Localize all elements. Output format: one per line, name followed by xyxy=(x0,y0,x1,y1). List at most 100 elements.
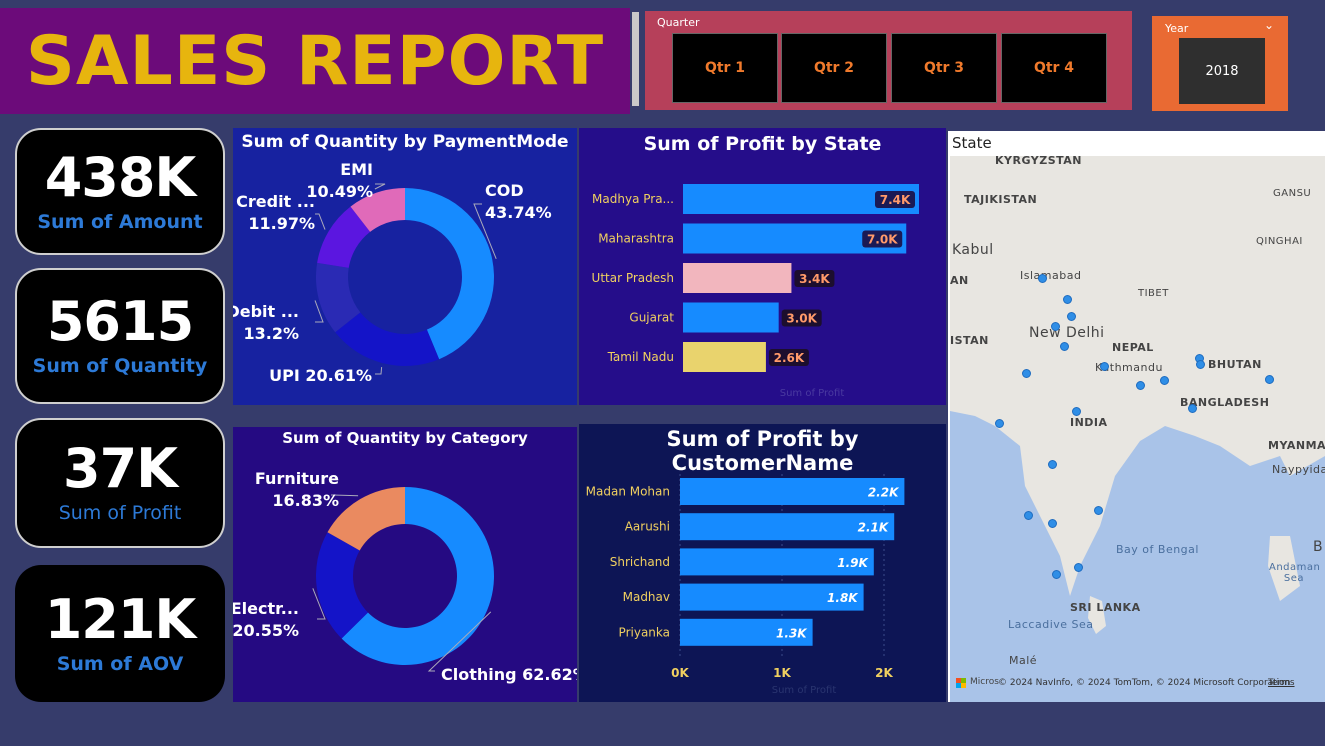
map-point[interactable] xyxy=(1160,376,1169,385)
map-point[interactable] xyxy=(1063,295,1072,304)
data-label: 7.4K xyxy=(880,193,911,207)
map-point[interactable] xyxy=(1024,511,1033,520)
data-label-bg xyxy=(781,309,822,327)
quarter-slicer: Quarter Qtr 1 Qtr 2 Qtr 3 Qtr 4 xyxy=(645,11,1132,110)
map-label: QINGHAI xyxy=(1256,236,1303,247)
map-title: State xyxy=(952,134,992,152)
quarter-button-q3[interactable]: Qtr 3 xyxy=(891,33,997,103)
data-label: COD xyxy=(485,181,524,200)
donut-slice xyxy=(327,487,405,551)
kpi-card-amount: 438K Sum of Amount xyxy=(15,128,225,255)
kpi-label: Sum of Amount xyxy=(37,210,203,233)
profit-by-customer-chart: Sum of Profit by CustomerName 0K 1K 2K Mada… xyxy=(579,424,946,702)
state-map[interactable]: State KYRGYZSTAN TAJIKISTAN Kabul Islama… xyxy=(948,131,1325,702)
map-label: Naypyidaw xyxy=(1272,463,1325,476)
data-label: 3.4K xyxy=(799,272,830,286)
category-chart: Sum of Quantity by Category Clothing 62.… xyxy=(233,427,577,702)
map-point[interactable] xyxy=(1100,362,1109,371)
data-label: 1.3K xyxy=(776,626,808,640)
map-point[interactable] xyxy=(1072,407,1081,416)
tick-label: 0K xyxy=(671,666,689,680)
bar xyxy=(680,548,874,576)
map-point[interactable] xyxy=(1052,570,1061,579)
map-point[interactable] xyxy=(1048,460,1057,469)
data-label: 10.49% xyxy=(306,182,373,201)
kpi-card-aov: 121K Sum of AOV xyxy=(15,565,225,702)
kpi-card-quantity: 5615 Sum of Quantity xyxy=(15,268,225,404)
chart-title: Sum of Profit by State xyxy=(643,133,882,155)
year-slicer[interactable]: Year ⌄ 2018 xyxy=(1152,16,1288,111)
data-label: Clothing 62.62% xyxy=(441,665,577,684)
profit-by-state-bars: Madhya Pra... 7.4K Maharashtra 7.0K Uttar Pr… xyxy=(592,184,919,399)
category-label: Aarushi xyxy=(625,520,670,534)
leader-line xyxy=(427,611,492,672)
map-point[interactable] xyxy=(1094,506,1103,515)
axis-title: Sum of Profit xyxy=(772,685,837,696)
map-label: New Delhi xyxy=(1029,325,1105,341)
bar xyxy=(680,478,905,505)
tick-label: 2K xyxy=(875,666,893,680)
map-point[interactable] xyxy=(1038,274,1047,283)
map-point[interactable] xyxy=(1265,375,1274,384)
divider xyxy=(632,12,639,106)
bar xyxy=(680,583,864,611)
quarter-button-q4[interactable]: Qtr 4 xyxy=(1001,33,1107,103)
leader-line xyxy=(314,300,324,323)
kpi-value: 438K xyxy=(44,145,197,209)
quarter-button-q1[interactable]: Qtr 1 xyxy=(672,33,778,103)
map-label: AN xyxy=(950,274,969,287)
microsoft-logo-icon xyxy=(956,678,966,688)
map-point[interactable] xyxy=(1022,369,1031,378)
category-label: Shrichand xyxy=(610,555,670,569)
map-point[interactable] xyxy=(1136,381,1145,390)
profit-by-customer-bars: 0K 1K 2K Madan Mohan 2.2K Aarushi 2.1K Shrichan… xyxy=(586,474,905,696)
chart-title: Sum of Profit by CustomerName xyxy=(666,427,859,475)
map-point[interactable] xyxy=(1196,360,1205,369)
map-label: Andaman Sea xyxy=(1269,562,1321,584)
map-point[interactable] xyxy=(1067,312,1076,321)
map-label: NEPAL xyxy=(1112,341,1154,354)
quarter-slicer-label: Quarter xyxy=(657,16,700,29)
category-label: Uttar Pradesh xyxy=(592,271,674,285)
map-point[interactable] xyxy=(1188,404,1197,413)
donut-slice xyxy=(316,262,361,333)
data-label: Electr... xyxy=(233,599,299,618)
map-point[interactable] xyxy=(1048,519,1057,528)
map-attribution: © 2024 NavInfo, © 2024 TomTom, © 2024 Mi… xyxy=(998,678,1291,688)
map-canvas[interactable]: KYRGYZSTAN TAJIKISTAN Kabul Islamabad GA… xyxy=(950,156,1325,702)
bar xyxy=(680,618,813,646)
map-label: BANGLADESH xyxy=(1180,396,1270,409)
leader-line xyxy=(473,203,497,260)
chart-title: Sum of Quantity by PaymentMode xyxy=(241,132,569,152)
bar xyxy=(680,513,895,541)
chart-title: Sum of Quantity by Category xyxy=(282,429,528,447)
data-label: Credit ... xyxy=(236,192,315,211)
map-label: SRI LANKA xyxy=(1070,601,1141,614)
map-point[interactable] xyxy=(1074,563,1083,572)
leader-line xyxy=(374,183,386,190)
map-label: Kathmandu xyxy=(1095,361,1163,374)
map-label: Islamabad xyxy=(1020,269,1082,282)
terms-link[interactable]: Terms xyxy=(1268,678,1295,688)
map-label: MYANMA xyxy=(1268,439,1325,452)
map-point[interactable] xyxy=(1051,322,1060,331)
year-value[interactable]: 2018 xyxy=(1179,38,1265,104)
donut-slice xyxy=(317,206,371,268)
data-label: 7.0K xyxy=(867,233,898,247)
map-point[interactable] xyxy=(1060,342,1069,351)
quarter-button-q2[interactable]: Qtr 2 xyxy=(781,33,887,103)
bar xyxy=(683,302,779,333)
data-label-bg xyxy=(768,349,809,366)
map-label: TAJIKISTAN xyxy=(964,193,1038,206)
data-label: 1.9K xyxy=(837,556,869,570)
map-label: TIBET xyxy=(1138,288,1169,299)
profit-by-state-chart: Sum of Profit by State Madhya Pra... 7.4K… xyxy=(579,128,946,405)
data-label: 3.0K xyxy=(786,312,817,326)
year-slicer-label: Year xyxy=(1165,22,1189,35)
map-label: B xyxy=(1313,539,1324,555)
category-label: Madhav xyxy=(623,590,670,604)
title-banner: SALES REPORT xyxy=(0,8,630,114)
chevron-down-icon[interactable]: ⌄ xyxy=(1263,18,1274,32)
map-point[interactable] xyxy=(995,419,1004,428)
kpi-value: 5615 xyxy=(46,290,194,353)
